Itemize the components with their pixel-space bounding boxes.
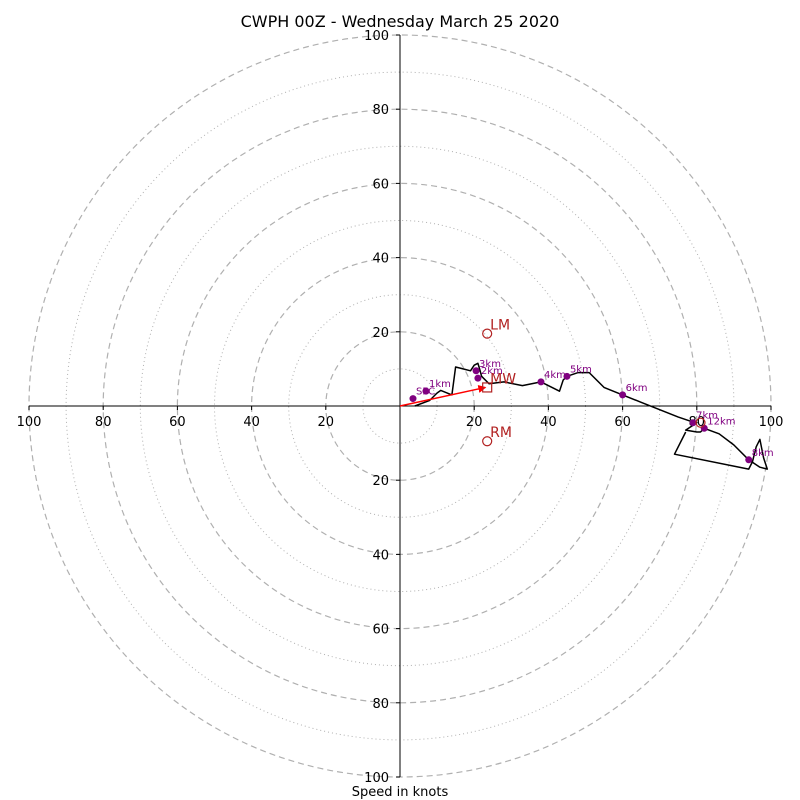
height-marker <box>409 395 417 403</box>
x-tick-label: 60 <box>614 415 631 430</box>
x-tick-label: 100 <box>17 415 42 430</box>
height-marker <box>422 387 430 395</box>
wind-trace <box>414 362 769 470</box>
y-tick-label: 100 <box>364 771 389 786</box>
height-label: 6km <box>626 383 648 394</box>
storm-motion-marker <box>482 436 493 447</box>
x-tick-label: 100 <box>759 415 784 430</box>
x-tick-label: 20 <box>466 415 483 430</box>
y-tick-label: 40 <box>372 548 389 563</box>
height-label: 2km <box>481 366 503 377</box>
storm-motion-marker <box>482 328 493 339</box>
tick-labels: 100 80 60 40 20 20 40 60 80 100 100 80 60 40 20 20 40 60 8… <box>17 29 784 786</box>
y-tick-label: 100 <box>364 29 389 44</box>
x-tick-label: 80 <box>95 415 112 430</box>
x-tick-label: 40 <box>540 415 557 430</box>
x-tick-label: 40 <box>243 415 260 430</box>
height-marker <box>689 419 697 427</box>
x-axis-label: Speed in knots <box>352 785 449 800</box>
height-marker <box>563 372 571 380</box>
height-label: 4km <box>544 370 566 381</box>
height-label: 12km <box>707 416 735 427</box>
y-tick-label: 20 <box>372 326 389 341</box>
y-tick-label: 20 <box>372 474 389 489</box>
height-label: 7km <box>696 411 718 422</box>
mean-wind-vector-layer <box>399 385 487 407</box>
height-label: 5km <box>570 364 592 375</box>
storm-motion-label: LM <box>490 318 510 334</box>
chart-title: CWPH 00Z - Wednesday March 25 2020 <box>241 12 560 31</box>
height-label: 1km <box>429 379 451 390</box>
x-tick-label: 60 <box>169 415 186 430</box>
mean-wind-marker <box>482 382 493 393</box>
height-markers: SFC1km2km3km4km5km6km7km12km8km <box>409 359 774 464</box>
height-label: 3km <box>479 359 501 370</box>
height-marker <box>745 456 753 464</box>
storm-motion-marker <box>695 417 706 428</box>
hodograph-line <box>414 362 769 470</box>
x-tick-label: 20 <box>318 415 335 430</box>
storm-motion-label: MW <box>490 371 516 387</box>
y-tick-label: 80 <box>372 103 389 118</box>
y-tick-label: 60 <box>372 177 389 192</box>
y-tick-label: 60 <box>372 623 389 638</box>
height-label: 8km <box>752 448 774 459</box>
y-tick-label: 80 <box>372 697 389 712</box>
height-marker <box>474 374 482 382</box>
storm-motion-label: RM <box>490 425 512 441</box>
mean-wind-arrow <box>399 385 487 407</box>
height-marker <box>619 391 627 399</box>
height-marker <box>472 367 480 375</box>
storm-motion-markers: LM RM MW <box>482 318 706 447</box>
y-tick-label: 40 <box>372 252 389 267</box>
height-marker <box>537 378 545 386</box>
